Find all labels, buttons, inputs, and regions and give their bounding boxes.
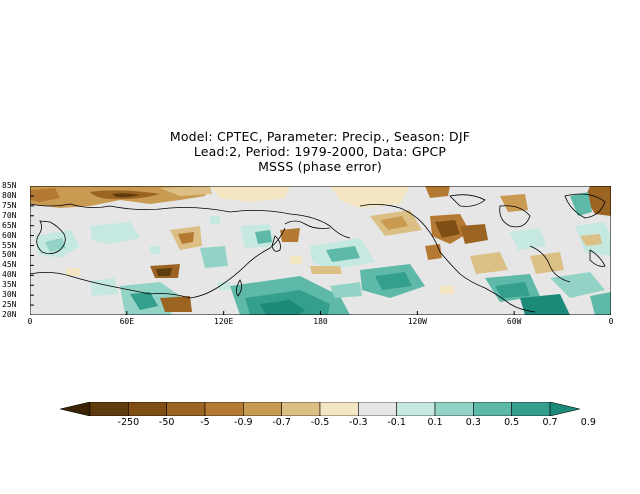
- lon-tick-label: 60W: [506, 317, 522, 326]
- skill-field: [30, 186, 611, 315]
- colorbar-tick-label: -0.1: [387, 417, 406, 428]
- colorbar-tick-label: -0.5: [310, 417, 330, 428]
- lat-tick-label: 25N: [2, 300, 17, 310]
- colorbar: [60, 402, 580, 416]
- colorbar-tick-label: 0.3: [465, 417, 481, 428]
- colorbar-tick-label: 0.9: [580, 417, 596, 428]
- colorbar-min-arrow: [60, 402, 91, 416]
- title-line-2: Lead:2, Period: 1979-2000, Data: GPCP: [193, 144, 447, 159]
- precip-skill-map: [30, 186, 611, 315]
- colorbar-swatch: [243, 402, 282, 416]
- lat-tick-label: 30N: [2, 290, 17, 300]
- colorbar-tick-label: -50: [158, 417, 175, 428]
- title-line-1: Model: CPTEC, Parameter: Precip., Season…: [169, 129, 471, 144]
- colorbar-swatch: [281, 402, 321, 416]
- lat-tick-label: 40N: [2, 270, 17, 280]
- colorbar-swatch: [128, 402, 167, 416]
- colorbar-swatch: [396, 402, 436, 416]
- lat-tick-label: 75N: [2, 200, 17, 210]
- colorbar-tick-label: -5: [200, 417, 210, 428]
- colorbar-max-arrow: [549, 402, 580, 416]
- colorbar-tick-label: 0.5: [504, 417, 520, 428]
- lon-tick-label: 120E: [214, 317, 234, 326]
- colorbar-tick-label: -0.7: [272, 417, 291, 428]
- lat-tick-label: 55N: [2, 240, 17, 250]
- title-line-3: MSSS (phase error): [258, 159, 382, 174]
- colorbar-swatch: [511, 402, 551, 416]
- colorbar-tick-label: -250: [117, 417, 140, 428]
- colorbar-swatch: [473, 402, 512, 416]
- coastlines: [30, 193, 606, 313]
- colorbar-swatch: [204, 402, 244, 416]
- colorbar-tick-label: 0.7: [542, 417, 558, 428]
- colorbar-swatch: [89, 402, 129, 416]
- lon-tick-label: 0: [27, 317, 33, 326]
- lat-tick-label: 85N: [2, 181, 17, 190]
- colorbar-swatch: [319, 402, 359, 416]
- colorbar-tick-label: 0.1: [427, 417, 443, 428]
- lon-tick-label: 60E: [119, 317, 135, 326]
- map-title: Model: CPTEC, Parameter: Precip., Season…: [0, 129, 640, 174]
- lat-tick-label: 60N: [2, 230, 17, 240]
- lat-tick-label: 50N: [2, 250, 17, 260]
- lon-tick-label: 0: [608, 317, 614, 326]
- colorbar-swatch: [166, 402, 206, 416]
- lat-tick-label: 20N: [2, 310, 17, 319]
- colorbar-swatch: [434, 402, 474, 416]
- lat-tick-label: 70N: [2, 210, 17, 220]
- lat-tick-label: 80N: [2, 190, 17, 200]
- lat-tick-label: 45N: [2, 260, 17, 270]
- lat-tick-label: 65N: [2, 220, 17, 230]
- lon-tick-label: 120W: [407, 317, 427, 326]
- colorbar-tick-label: -0.9: [234, 417, 253, 428]
- lat-tick-label: 35N: [2, 280, 17, 290]
- colorbar-tick-label: -0.3: [349, 417, 368, 428]
- lon-tick-label: 180: [313, 317, 328, 326]
- colorbar-swatch: [358, 402, 397, 416]
